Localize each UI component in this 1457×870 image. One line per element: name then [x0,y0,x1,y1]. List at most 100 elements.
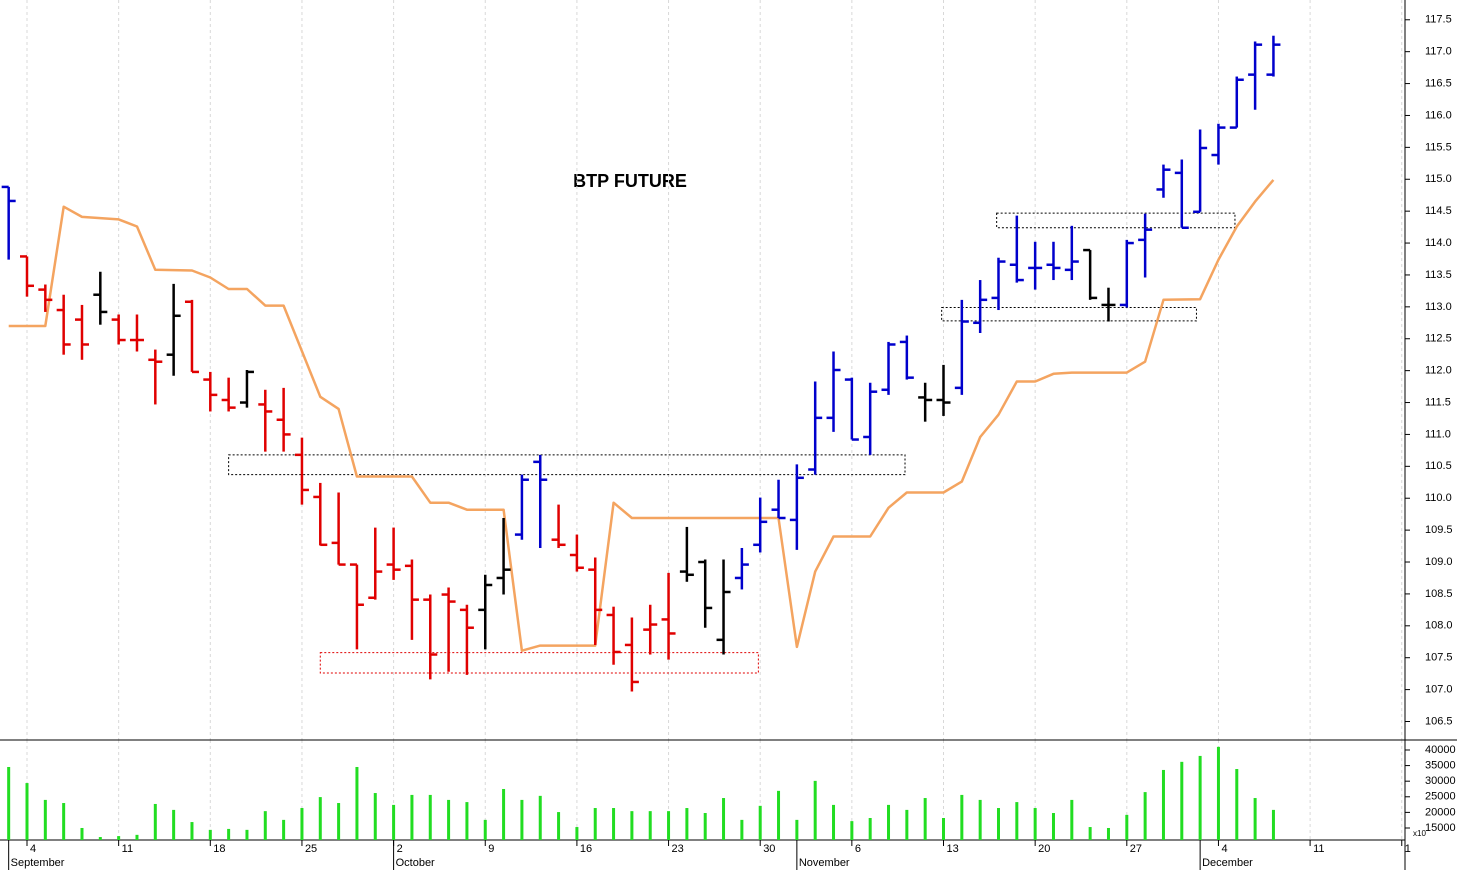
x-tick-label: 27 [1130,843,1142,855]
volume-bar [1051,813,1055,840]
volume-bar [410,794,414,840]
volume-bar [465,802,469,840]
volume-bar [648,811,652,840]
volume-bar [538,795,542,840]
volume-bar [7,766,11,840]
x-tick-label: 9 [488,843,494,855]
x-tick-label: 13 [947,843,959,855]
month-label: September [11,857,65,869]
y-tick-label: 20000 [1425,806,1456,818]
volume-bar [557,812,561,840]
y-tick-label: 40000 [1425,744,1456,756]
volume-bar [1088,827,1092,840]
y-tick-label: 35000 [1425,759,1456,771]
x-tick-label: 2 [397,843,403,855]
chart-title: BTP FUTURE [573,171,687,191]
volume-bar [1235,769,1239,840]
volume-bar [575,827,579,840]
zone [319,652,759,674]
volume-bar [337,803,341,840]
volume-bar [612,808,616,840]
y-tick-label: 117.0 [1425,46,1452,58]
x-tick-label: 18 [213,843,225,855]
y-tick-label: 110.5 [1425,460,1452,472]
volume-bar [318,797,322,840]
volume-bar [373,793,377,840]
x-tick-label: 6 [855,843,861,855]
volume-bar [1125,814,1129,840]
volume-bar [868,818,872,840]
volume-bar [483,819,487,840]
volume-bar [667,811,671,840]
y-tick-label: 112.0 [1425,365,1452,377]
y-tick-label: 107.5 [1425,652,1453,664]
volume-bar [502,788,506,840]
x-tick-label: 11 [122,843,133,855]
volume-bar [190,822,194,840]
volume-bar [758,805,762,840]
volume-bar [1015,802,1019,840]
x-tick-label: 1 [1405,843,1411,855]
month-label: October [396,857,435,869]
volume-bar [355,766,359,840]
volume-bar [1216,746,1220,840]
volume-bar [263,811,267,840]
x-tick-label: 23 [672,843,684,855]
y-tick-label: 115.5 [1425,141,1452,153]
volume-bar [428,794,432,840]
y-tick-label: 113.0 [1425,301,1452,313]
volume-bar [996,808,1000,840]
zone [941,306,1197,322]
volume-bar [832,804,836,840]
volume-bar [850,821,854,840]
y-tick-label: 106.5 [1425,715,1453,727]
volume-bar [135,834,139,840]
volume-bar [117,836,121,840]
volume-bar [208,829,212,840]
line-series [8,179,1275,652]
volume-bar [887,804,891,840]
volume-bar [227,828,231,840]
y-tick-label: 116.0 [1425,109,1452,121]
volume-bar [1271,809,1275,840]
volume-bar [245,829,249,840]
y-tick-label: 117.5 [1425,14,1452,26]
x-tick-label: 20 [1038,843,1050,855]
volume-bar [43,799,47,840]
y-tick-label: 114.0 [1425,237,1452,249]
volume-bar [1070,799,1074,840]
y-tick-label: 109.5 [1425,524,1453,536]
volume-bar [923,798,927,840]
y-tick-label: 111.0 [1425,428,1451,440]
x-tick-label: 4 [1221,843,1227,855]
y-tick-label: 108.5 [1425,588,1453,600]
volume-bar [1143,792,1147,840]
volume-bar [777,790,781,840]
volume-bar [80,827,84,840]
y-tick-label: 107.0 [1425,684,1453,696]
volume-bar [703,813,707,840]
volume-bar [520,799,524,840]
volume-bar [98,837,102,840]
x-tick-label: 4 [30,843,36,855]
volume-multiplier: x10 [1413,829,1426,838]
volume-bar [25,783,29,840]
volume-bar [942,818,946,840]
volume-bar [1161,769,1165,840]
y-tick-label: 113.5 [1425,269,1452,281]
volume-bar [593,808,597,840]
volume-bar [978,799,982,840]
volume-bar [1033,808,1037,840]
volume-bar [153,803,157,840]
volume-bar [740,819,744,840]
y-tick-label: 109.0 [1425,556,1453,568]
volume-bar [62,803,66,840]
volume-bar [905,809,909,840]
x-tick-label: 11 [1313,843,1324,855]
volume-bar [722,798,726,840]
volume-bar [282,819,286,840]
volume-bar [795,819,799,840]
y-tick-label: 15000 [1425,822,1456,834]
volume-bar [813,780,817,840]
